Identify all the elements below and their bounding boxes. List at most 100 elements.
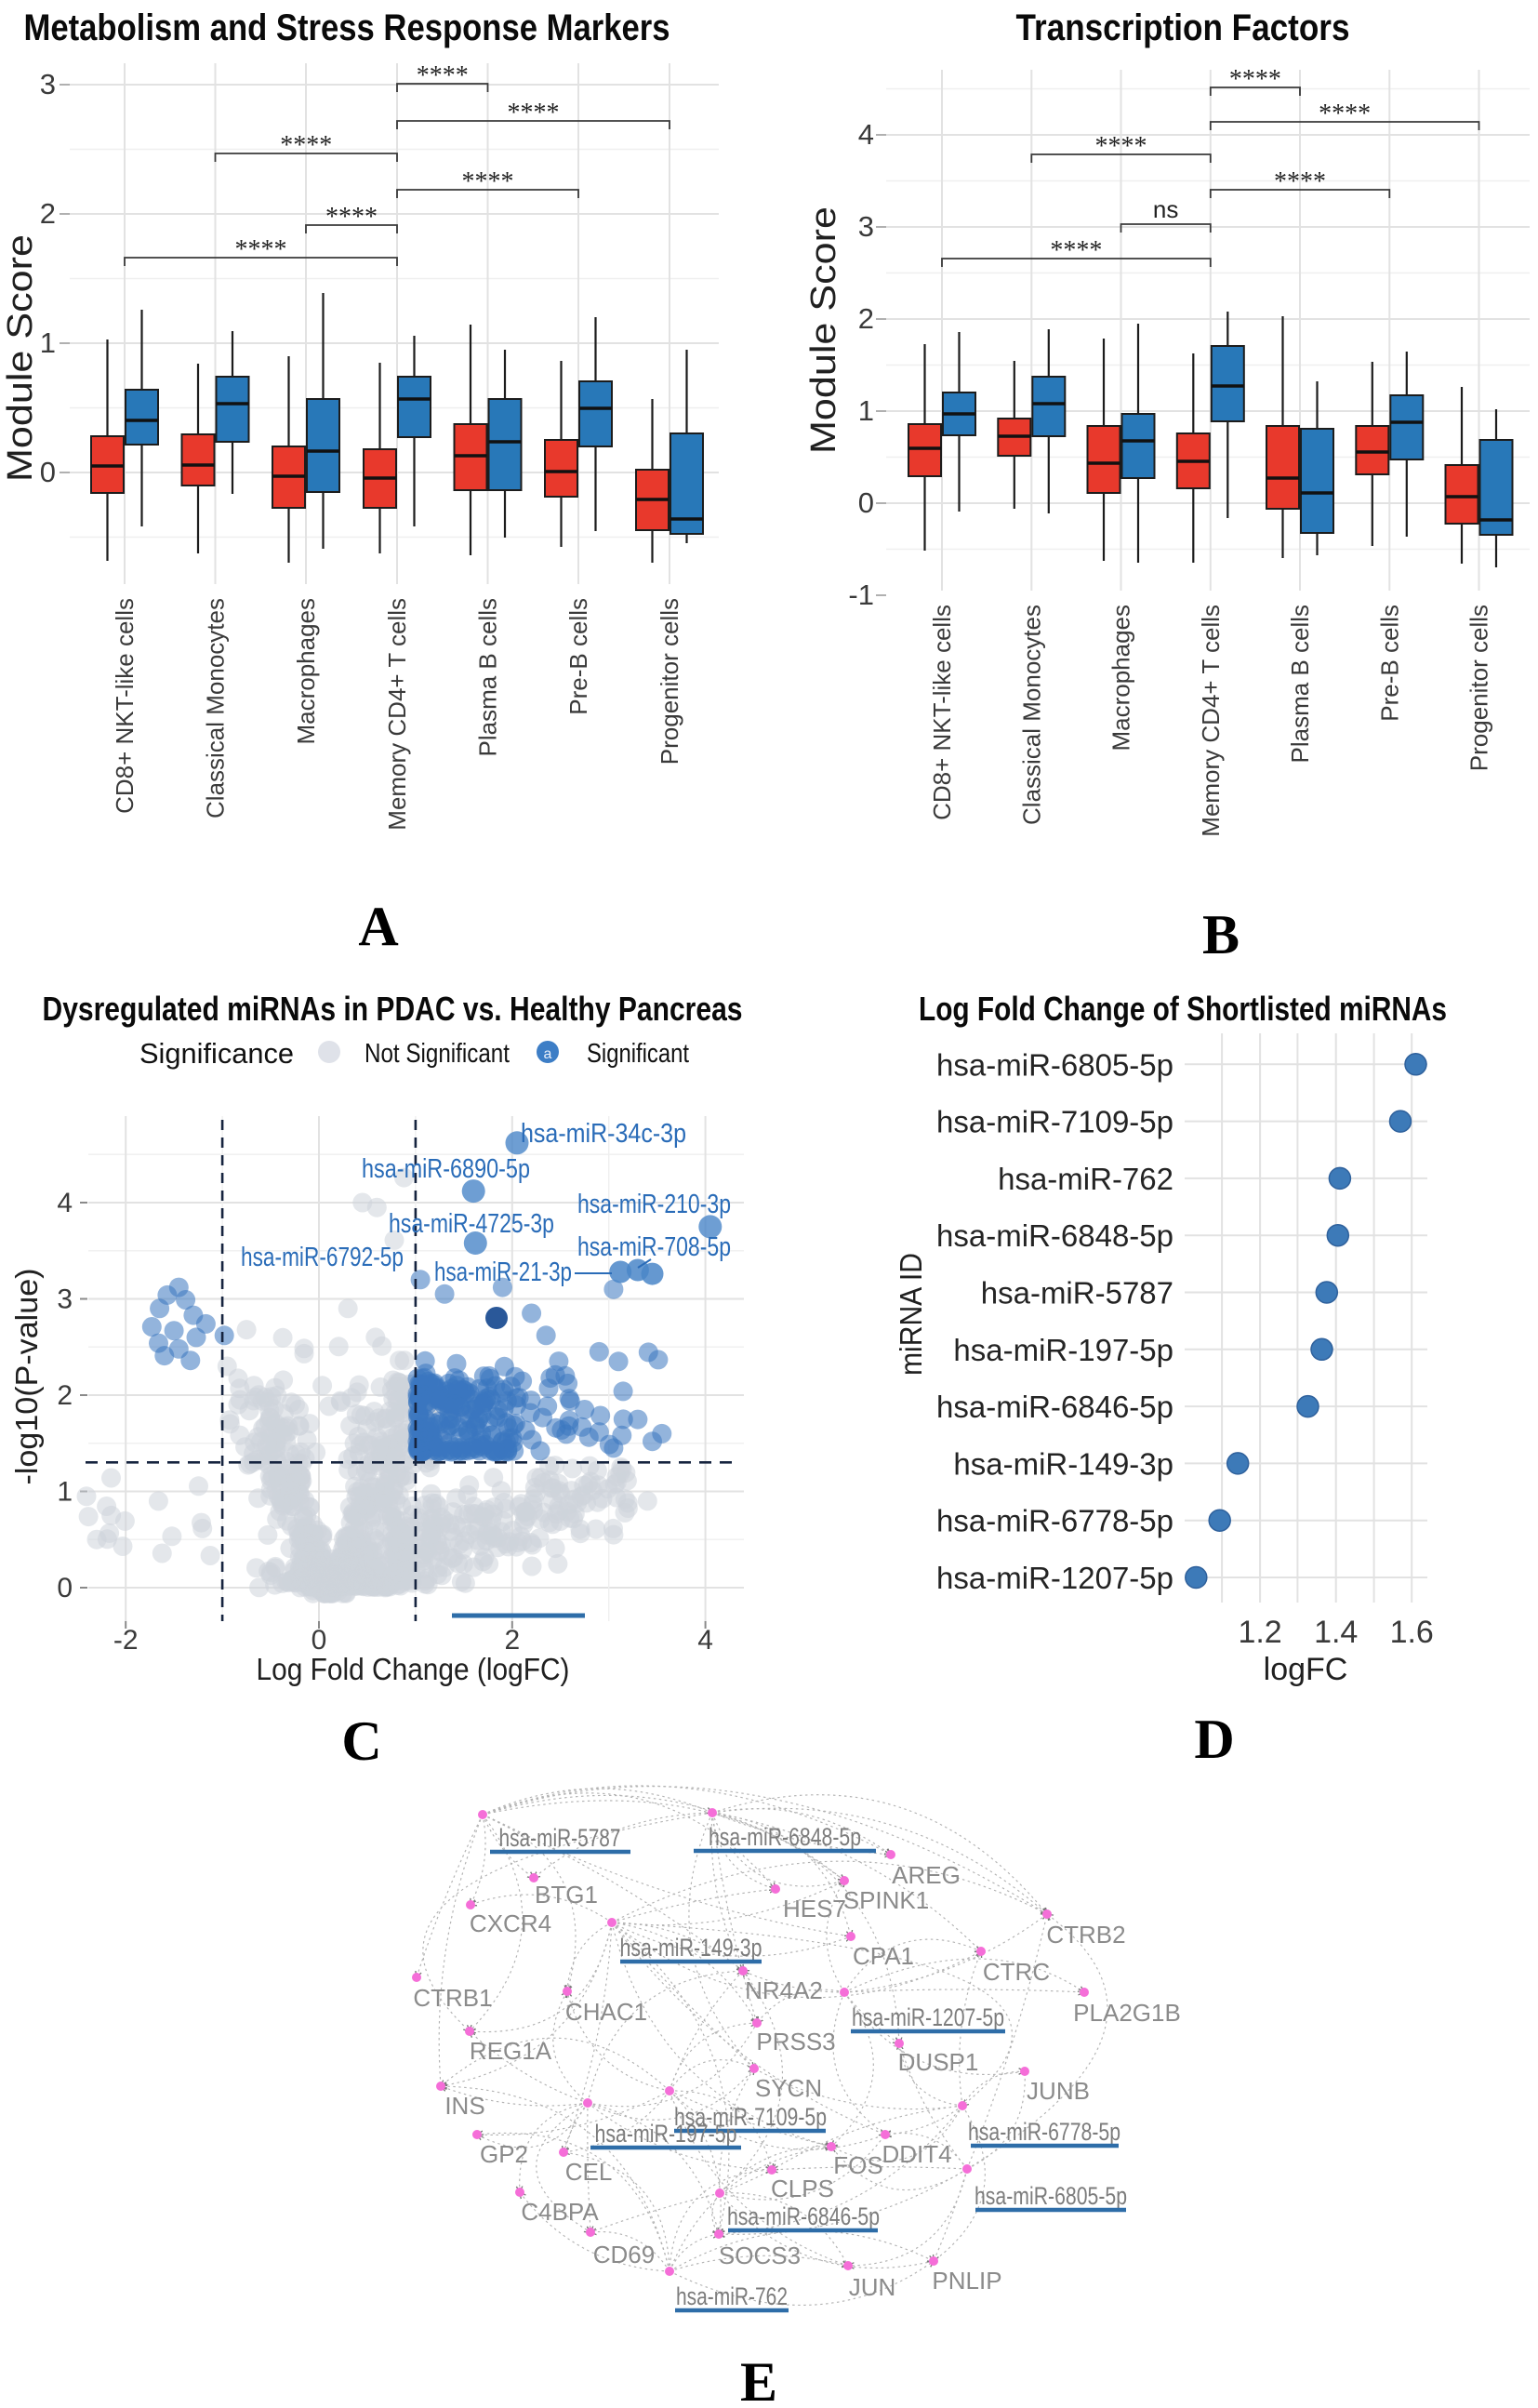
svg-text:hsa-miR-6778-5p: hsa-miR-6778-5p: [936, 1504, 1173, 1538]
svg-text:hsa-miR-4725-3p: hsa-miR-4725-3p: [389, 1209, 554, 1239]
svg-text:****: ****: [235, 235, 287, 264]
svg-text:hsa-miR-6792-5p: hsa-miR-6792-5p: [241, 1243, 404, 1272]
svg-text:4: 4: [697, 1625, 713, 1656]
svg-text:hsa-miR-7109-5p: hsa-miR-7109-5p: [936, 1105, 1173, 1139]
svg-text:****: ****: [1229, 65, 1281, 94]
svg-text:2: 2: [57, 1380, 73, 1411]
svg-text:Plasma B cells: Plasma B cells: [1286, 605, 1314, 764]
svg-text:0: 0: [312, 1625, 327, 1656]
svg-text:****: ****: [280, 131, 332, 160]
svg-text:****: ****: [1050, 236, 1102, 265]
svg-text:3: 3: [57, 1284, 73, 1315]
svg-text:JUN: JUN: [849, 2273, 896, 2301]
svg-text:hsa-miR-1207-5p: hsa-miR-1207-5p: [852, 2003, 1004, 2031]
svg-text:****: ****: [417, 61, 469, 90]
svg-text:FOS: FOS: [833, 2151, 882, 2179]
svg-text:2: 2: [40, 197, 56, 230]
svg-text:HES7: HES7: [783, 1895, 846, 1922]
svg-text:0: 0: [40, 456, 56, 488]
svg-text:Significance: Significance: [139, 1037, 294, 1070]
svg-text:hsa-miR-6778-5p: hsa-miR-6778-5p: [968, 2118, 1120, 2146]
svg-text:3: 3: [40, 68, 56, 100]
svg-text:Plasma B cells: Plasma B cells: [474, 598, 502, 757]
svg-text:CLPS: CLPS: [771, 2175, 834, 2202]
svg-text:B: B: [1202, 904, 1240, 965]
svg-text:****: ****: [325, 203, 378, 232]
svg-text:Pre-B cells: Pre-B cells: [1375, 605, 1403, 722]
svg-text:SPINK1: SPINK1: [843, 1886, 930, 1914]
svg-text:Macrophages: Macrophages: [1107, 605, 1135, 752]
svg-text:PLA2G1B: PLA2G1B: [1073, 1999, 1181, 2027]
svg-text:hsa-miR-1207-5p: hsa-miR-1207-5p: [936, 1561, 1173, 1595]
svg-text:hsa-miR-21-3p: hsa-miR-21-3p: [434, 1257, 572, 1287]
svg-text:1.6: 1.6: [1390, 1615, 1434, 1650]
svg-text:hsa-miR-197-5p: hsa-miR-197-5p: [953, 1333, 1173, 1367]
svg-text:Log Fold Change (logFC): Log Fold Change (logFC): [257, 1652, 570, 1686]
svg-text:CEL: CEL: [565, 2158, 613, 2186]
svg-text:hsa-miR-762: hsa-miR-762: [676, 2282, 788, 2310]
svg-text:Macrophages: Macrophages: [292, 598, 320, 745]
svg-text:4: 4: [858, 118, 874, 151]
svg-text:Progenitor cells: Progenitor cells: [1465, 605, 1493, 771]
svg-text:hsa-miR-762: hsa-miR-762: [998, 1162, 1173, 1196]
svg-text:Transcription Factors: Transcription Factors: [1016, 7, 1350, 48]
svg-text:2: 2: [858, 302, 874, 335]
svg-text:Memory CD4+ T cells: Memory CD4+ T cells: [383, 598, 411, 831]
svg-text:AREG: AREG: [892, 1861, 961, 1889]
svg-text:CD69: CD69: [593, 2241, 655, 2268]
svg-text:Pre-B cells: Pre-B cells: [564, 598, 592, 715]
svg-text:Not Significant: Not Significant: [365, 1039, 510, 1069]
svg-text:0: 0: [57, 1573, 73, 1603]
svg-text:SYCN: SYCN: [755, 2074, 822, 2102]
svg-text:hsa-miR-149-3p: hsa-miR-149-3p: [953, 1446, 1173, 1481]
svg-text:Classical Monocytes: Classical Monocytes: [1017, 605, 1045, 825]
svg-text:-2: -2: [113, 1625, 139, 1656]
svg-text:REG1A: REG1A: [470, 2037, 552, 2065]
svg-text:hsa-miR-6805-5p: hsa-miR-6805-5p: [936, 1047, 1173, 1082]
svg-text:DDIT4: DDIT4: [882, 2140, 951, 2168]
svg-text:Module Score: Module Score: [804, 206, 843, 454]
svg-text:hsa-miR-6846-5p: hsa-miR-6846-5p: [936, 1390, 1173, 1424]
svg-text:INS: INS: [444, 2092, 484, 2120]
svg-text:BTG1: BTG1: [535, 1881, 598, 1909]
svg-text:0: 0: [858, 486, 874, 519]
svg-text:1.4: 1.4: [1314, 1615, 1358, 1650]
svg-text:GP2: GP2: [480, 2140, 528, 2168]
svg-text:1: 1: [858, 394, 874, 427]
svg-text:hsa-miR-6848-5p: hsa-miR-6848-5p: [936, 1218, 1173, 1253]
svg-text:hsa-miR-5787: hsa-miR-5787: [499, 1824, 621, 1852]
svg-text:miRNA ID: miRNA ID: [894, 1253, 928, 1376]
svg-text:hsa-miR-6805-5p: hsa-miR-6805-5p: [975, 2182, 1127, 2210]
svg-text:****: ****: [1095, 132, 1147, 161]
svg-text:CXCR4: CXCR4: [470, 1909, 551, 1937]
svg-text:****: ****: [508, 99, 560, 127]
svg-text:logFC: logFC: [1264, 1652, 1348, 1687]
svg-text:E: E: [740, 2351, 777, 2408]
svg-text:JUNB: JUNB: [1027, 2077, 1090, 2105]
svg-text:****: ****: [462, 167, 514, 196]
svg-text:CTRC: CTRC: [983, 1958, 1050, 1986]
svg-text:Metabolism and Stress Response: Metabolism and Stress Response Markers: [24, 7, 670, 48]
svg-text:1: 1: [40, 326, 56, 359]
svg-text:hsa-miR-708-5p: hsa-miR-708-5p: [577, 1232, 731, 1262]
svg-text:C4BPA: C4BPA: [521, 2198, 599, 2226]
svg-text:****: ****: [1274, 167, 1326, 196]
svg-text:a: a: [544, 1046, 552, 1062]
svg-text:hsa-miR-5787: hsa-miR-5787: [981, 1276, 1173, 1310]
svg-text:Module Score: Module Score: [1, 234, 40, 482]
svg-text:hsa-miR-149-3p: hsa-miR-149-3p: [620, 1934, 762, 1962]
svg-text:hsa-miR-6848-5p: hsa-miR-6848-5p: [709, 1823, 861, 1851]
svg-text:1.2: 1.2: [1238, 1615, 1281, 1650]
svg-text:D: D: [1194, 1709, 1234, 1770]
svg-text:CHAC1: CHAC1: [565, 1998, 647, 2026]
svg-text:Dysregulated miRNAs in PDAC vs: Dysregulated miRNAs in PDAC vs. Healthy …: [43, 990, 743, 1028]
svg-text:DUSP1: DUSP1: [898, 2048, 979, 2076]
svg-text:SOCS3: SOCS3: [719, 2242, 801, 2269]
svg-text:Significant: Significant: [587, 1039, 689, 1069]
svg-text:Log Fold Change of Shortlisted: Log Fold Change of Shortlisted miRNAs: [919, 990, 1447, 1028]
svg-text:C: C: [341, 1710, 381, 1772]
svg-text:hsa-miR-197-5p: hsa-miR-197-5p: [595, 2120, 737, 2148]
svg-text:****: ****: [1319, 100, 1371, 128]
svg-text:-log10(P-value): -log10(P-value): [9, 1269, 44, 1485]
svg-text:A: A: [358, 896, 398, 957]
